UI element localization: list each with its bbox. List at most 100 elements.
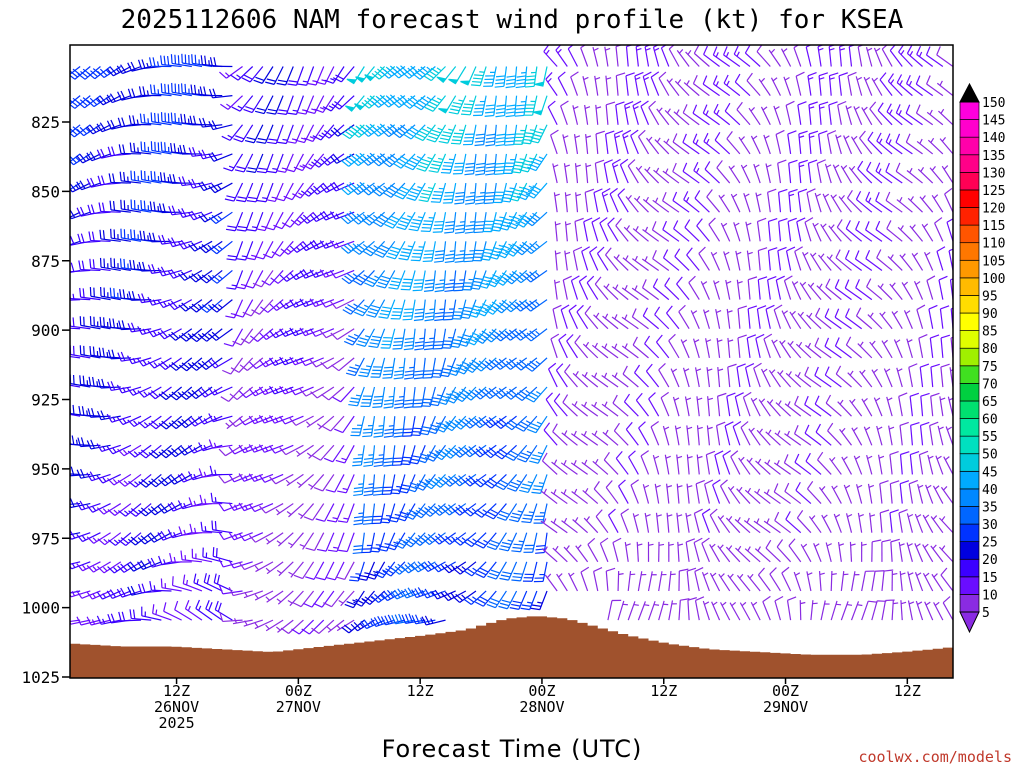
wind-barb <box>624 100 634 125</box>
wind-barb <box>845 308 863 330</box>
wind-barb <box>374 561 396 579</box>
wind-barb <box>374 240 396 258</box>
wind-barb <box>747 305 758 329</box>
wind-barb <box>871 570 885 592</box>
wind-barb <box>889 451 899 475</box>
wind-barb <box>582 487 599 505</box>
wind-barb <box>718 573 731 592</box>
wind-barb <box>734 517 751 534</box>
wind-barb <box>653 167 670 184</box>
wind-barb <box>652 249 670 271</box>
wind-barb <box>410 415 426 437</box>
wind-barb <box>474 124 487 147</box>
wind-barb <box>601 343 619 359</box>
wind-barb <box>388 270 406 290</box>
wind-barb <box>319 269 345 278</box>
wind-barb <box>70 153 71 155</box>
wind-barb <box>845 105 853 125</box>
wind-barb <box>690 310 700 329</box>
wind-barb <box>421 588 446 599</box>
wind-barb <box>70 241 71 242</box>
wind-barb <box>167 269 193 279</box>
wind-barb <box>520 590 538 611</box>
wind-barb <box>127 561 152 572</box>
wind-barb <box>70 212 71 213</box>
wind-barb <box>789 310 802 330</box>
wind-barb <box>696 454 703 475</box>
wind-barb <box>180 83 203 97</box>
wind-barb <box>582 76 589 96</box>
wind-barb <box>621 285 639 301</box>
wind-barb <box>564 221 571 242</box>
wind-barb <box>127 415 152 428</box>
wind-barb <box>676 276 690 300</box>
wind-barb <box>552 304 562 329</box>
wind-barb <box>70 95 71 97</box>
wind-barb <box>865 47 873 67</box>
wind-barb <box>727 363 737 388</box>
wind-barb <box>76 532 101 543</box>
wind-barb <box>454 241 467 263</box>
wind-barb <box>918 334 928 358</box>
wind-barb <box>654 306 670 330</box>
wind-barb <box>464 182 477 205</box>
wind-barb <box>438 124 457 144</box>
colorbar-swatch <box>959 207 980 226</box>
wind-barb <box>232 328 254 346</box>
wind-barb <box>182 574 203 592</box>
wind-barb <box>640 100 650 126</box>
wind-barb <box>254 241 274 260</box>
wind-barb <box>279 444 304 456</box>
wind-barb <box>876 249 893 271</box>
wind-barb <box>513 299 538 312</box>
wind-barb <box>319 182 345 193</box>
wind-barb <box>700 281 710 300</box>
wind-barb <box>475 299 497 317</box>
wind-barb <box>345 95 365 112</box>
wind-barb <box>756 217 767 242</box>
wind-barb <box>233 299 254 318</box>
wind-barb <box>800 543 812 563</box>
wind-barb <box>413 503 436 519</box>
wind-barb <box>472 386 497 400</box>
wind-barb <box>943 456 953 475</box>
wind-barb <box>758 398 771 417</box>
wind-barb <box>938 275 948 300</box>
wind-barb <box>228 444 253 455</box>
wind-barb <box>796 217 806 242</box>
colorbar-swatch <box>959 506 980 525</box>
wind-barb <box>825 542 832 562</box>
wind-barb <box>743 192 751 213</box>
wind-barb <box>642 307 660 330</box>
wind-barb <box>150 141 172 155</box>
wind-barb <box>130 199 152 213</box>
wind-barb <box>723 46 741 67</box>
wind-barb <box>630 479 639 504</box>
wind-barb <box>138 261 162 272</box>
wind-barb <box>521 503 538 524</box>
wind-barb <box>750 601 761 621</box>
wind-barb <box>312 124 335 141</box>
wind-barb <box>502 153 518 175</box>
wind-barb <box>213 573 233 592</box>
wind-barb <box>693 508 703 533</box>
wind-barb <box>625 421 639 446</box>
wind-barb <box>209 299 233 313</box>
colorbar-label: 85 <box>982 325 998 340</box>
wind-barb <box>704 479 714 504</box>
wind-barb <box>622 129 632 155</box>
wind-barb <box>279 415 304 425</box>
wind-barb <box>604 130 615 154</box>
wind-barb <box>379 503 396 524</box>
wind-barb <box>652 278 670 301</box>
wind-barb <box>238 561 264 571</box>
wind-barb <box>485 124 497 147</box>
wind-barb <box>174 600 193 621</box>
wind-barb <box>637 601 650 621</box>
wind-barb <box>277 124 294 145</box>
wind-barb <box>107 146 131 157</box>
wind-barb <box>737 334 747 358</box>
wind-barb <box>932 485 944 504</box>
wind-barb <box>848 165 863 184</box>
wind-barb <box>797 311 812 330</box>
